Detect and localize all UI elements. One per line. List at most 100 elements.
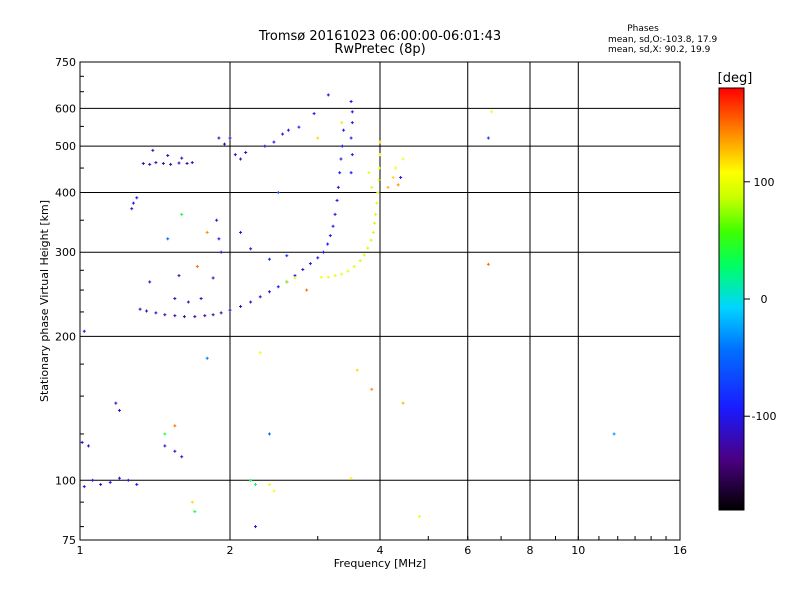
y-axis-ticks: 75 100 200 300 400 500 600 750: [55, 56, 84, 547]
y-tick-label: 600: [55, 102, 76, 115]
data-point-cross: [341, 272, 343, 276]
data-point-cross: [181, 156, 183, 160]
data-point-cross: [367, 246, 369, 250]
data-point-cross: [309, 262, 311, 266]
data-point-cross: [229, 308, 231, 312]
data-point-cross: [268, 482, 270, 486]
data-point-cross: [118, 476, 120, 480]
data-point-cross: [371, 387, 373, 391]
data-point-cross: [212, 276, 214, 280]
data-point-cross: [397, 183, 399, 187]
data-point-cross: [240, 230, 242, 234]
data-point-cross: [170, 162, 172, 166]
data-point-cross: [298, 125, 300, 129]
data-point-cross: [206, 356, 208, 360]
data-point-cross: [186, 161, 188, 165]
y-tick-label: 200: [55, 330, 76, 343]
data-point-cross: [194, 315, 196, 319]
data-point-cross: [329, 234, 331, 238]
data-point-cross: [268, 257, 270, 261]
data-point-cross: [254, 525, 256, 529]
data-point-cross: [340, 157, 342, 161]
data-point-cross: [286, 280, 288, 284]
data-point-cross: [212, 313, 214, 317]
x-axis-ticks: 1 2 4 6 8 10 16: [77, 536, 687, 557]
data-point-cross: [109, 480, 111, 484]
data-point-cross: [327, 242, 329, 246]
x-tick-label: 10: [571, 544, 585, 557]
data-point-cross: [376, 201, 378, 205]
data-point-cross: [368, 171, 370, 175]
data-point-cross: [245, 150, 247, 154]
colorbar-label: [deg]: [718, 71, 753, 86]
data-point-cross: [132, 201, 134, 205]
data-point-cross: [356, 368, 358, 372]
data-point-cross: [142, 161, 144, 165]
x-tick-label: 16: [673, 544, 687, 557]
data-point-cross: [250, 478, 252, 482]
data-point-cross: [183, 315, 185, 319]
data-point-cross: [343, 128, 345, 132]
data-point-cross: [387, 185, 389, 189]
x-tick-label: 8: [527, 544, 534, 557]
data-point-cross: [339, 171, 341, 175]
data-point-cross: [131, 207, 133, 211]
data-point-cross: [181, 455, 183, 459]
y-axis-label: Stationary phase Virtual Height [km]: [38, 200, 51, 402]
data-point-cross: [139, 307, 141, 311]
data-point-cross: [359, 259, 361, 263]
data-point-cross: [218, 237, 220, 241]
data-point-cross: [136, 196, 138, 200]
data-point-cross: [200, 297, 202, 301]
data-point-cross: [350, 171, 352, 175]
data-point-cross: [400, 175, 402, 179]
data-point-cross: [220, 311, 222, 315]
data-point-cross: [306, 288, 308, 292]
data-point-cross: [371, 185, 373, 189]
data-point-cross: [174, 449, 176, 453]
data-point-cross: [294, 276, 296, 280]
data-point-cross: [273, 140, 275, 144]
data-point-cross: [322, 250, 324, 254]
data-point-cross: [375, 212, 377, 216]
data-point-cross: [377, 190, 379, 194]
x-tick-label: 2: [227, 544, 234, 557]
data-point-cross: [155, 161, 157, 165]
data-point-cross: [337, 185, 339, 189]
stats-o-line: mean, sd,O:-103.8, 17.9: [608, 35, 718, 45]
data-point-cross: [259, 295, 261, 299]
data-point-cross: [240, 157, 242, 161]
data-point-cross: [395, 166, 397, 170]
data-point-cross: [402, 157, 404, 161]
data-point-cross: [181, 212, 183, 216]
data-point-cross: [167, 237, 169, 241]
data-point-cross: [350, 100, 352, 104]
x-tick-label: 1: [77, 544, 84, 557]
chart-title: Tromsø 20161023 06:00:00-06:01:43: [258, 29, 501, 44]
data-point-cross: [174, 314, 176, 318]
data-point-cross: [167, 154, 169, 158]
data-point-cross: [162, 161, 164, 165]
data-points: [80, 93, 616, 529]
data-point-cross: [268, 432, 270, 436]
x-tick-label: 4: [377, 544, 384, 557]
data-point-cross: [363, 253, 365, 257]
data-point-cross: [191, 500, 193, 504]
data-point-cross: [351, 153, 353, 157]
data-point-cross: [118, 408, 120, 412]
data-point-cross: [234, 153, 236, 157]
data-point-cross: [320, 275, 322, 279]
data-point-cross: [351, 121, 353, 125]
y-tick-label: 300: [55, 246, 76, 259]
data-point-cross: [224, 142, 226, 146]
data-point-cross: [327, 93, 329, 97]
data-point-cross: [149, 280, 151, 284]
data-point-cross: [273, 489, 275, 493]
data-point-cross: [418, 514, 420, 518]
data-point-cross: [327, 275, 329, 279]
data-point-cross: [372, 230, 374, 234]
data-point-cross: [487, 262, 489, 266]
data-point-cross: [287, 128, 289, 132]
data-point-cross: [136, 482, 138, 486]
